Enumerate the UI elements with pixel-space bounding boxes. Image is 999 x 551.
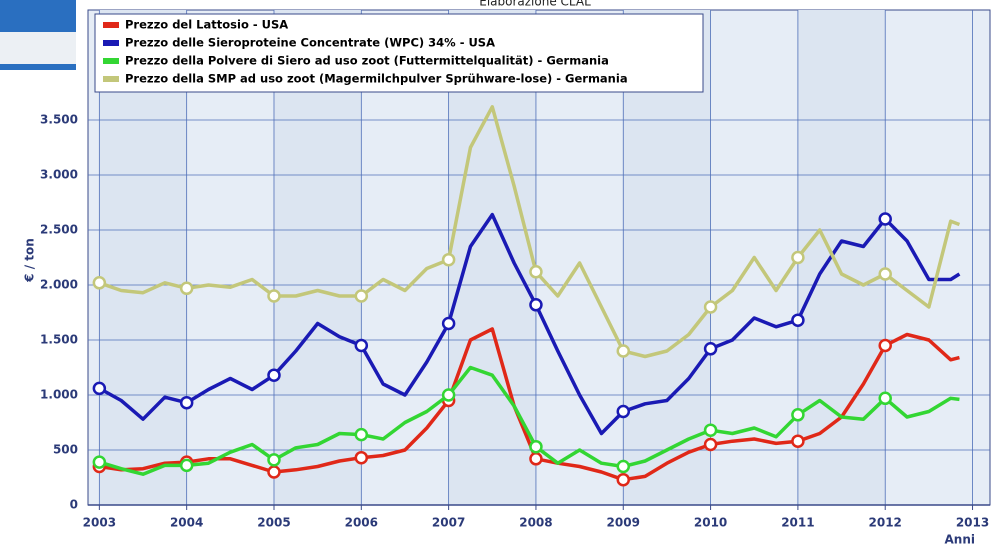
x-tick-label: 2005 xyxy=(257,516,290,530)
point xyxy=(179,281,194,296)
x-tick-label: 2010 xyxy=(694,516,727,530)
point xyxy=(354,338,369,353)
y-axis-label: € / ton xyxy=(23,238,37,283)
point xyxy=(529,265,543,279)
legend-box xyxy=(94,13,704,93)
x-tick-label: 2009 xyxy=(607,516,640,530)
point xyxy=(441,252,456,267)
x-tick-label: 2013 xyxy=(956,516,989,530)
year-band xyxy=(797,10,886,505)
legend-label: Prezzo del Lattosio - USA xyxy=(125,18,288,32)
chart-title: Elaborazione CLAL xyxy=(479,0,591,9)
point xyxy=(616,404,631,419)
point xyxy=(878,267,892,281)
point xyxy=(529,439,543,454)
point xyxy=(703,300,718,314)
y-tick-label: 1.500 xyxy=(40,333,78,347)
legend-swatch xyxy=(103,58,119,64)
point xyxy=(703,342,718,356)
corner-bar xyxy=(0,0,76,32)
point xyxy=(529,452,543,466)
point xyxy=(354,450,369,465)
legend-label: Prezzo della SMP ad uso zoot (Magermilch… xyxy=(125,72,628,86)
point xyxy=(703,423,718,437)
y-tick-label: 0 xyxy=(70,498,78,512)
y-tick-label: 1.000 xyxy=(40,388,78,402)
point xyxy=(878,212,892,226)
point xyxy=(791,408,805,422)
point xyxy=(878,391,892,406)
x-tick-label: 2011 xyxy=(781,516,814,530)
point xyxy=(878,338,892,353)
point xyxy=(179,395,194,410)
point xyxy=(616,344,631,358)
point xyxy=(791,434,805,448)
point xyxy=(529,298,543,312)
legend: Prezzo del Lattosio - USA Prezzo delle Si… xyxy=(94,13,704,93)
point xyxy=(267,465,281,479)
x-tick-label: 2008 xyxy=(519,516,552,530)
y-tick-label: 2.500 xyxy=(40,223,78,237)
y-tick-label: 2.000 xyxy=(40,278,78,292)
point xyxy=(267,289,281,303)
point xyxy=(791,250,805,265)
point xyxy=(441,388,456,402)
point xyxy=(179,458,194,473)
legend-swatch xyxy=(103,22,119,28)
x-tick-label: 2003 xyxy=(83,516,116,530)
point xyxy=(616,472,631,487)
point xyxy=(354,289,369,303)
x-tick-label: 2007 xyxy=(432,516,465,530)
point xyxy=(92,276,107,290)
legend-swatch xyxy=(103,76,119,82)
legend-swatch xyxy=(103,40,119,46)
x-tick-label: 2012 xyxy=(869,516,902,530)
y-tick-label: 500 xyxy=(53,443,78,457)
x-tick-label: 2006 xyxy=(345,516,378,530)
legend-label: Prezzo delle Sieroproteine Concentrate (… xyxy=(125,36,495,50)
point xyxy=(616,459,631,474)
point xyxy=(791,313,805,327)
point xyxy=(267,368,281,382)
x-axis-label: Anni xyxy=(945,533,976,547)
point xyxy=(354,427,369,442)
point xyxy=(267,453,281,467)
point xyxy=(92,455,107,469)
legend-label: Prezzo della Polvere di Siero ad uso zoo… xyxy=(125,54,609,68)
point xyxy=(441,316,456,331)
y-tick-label: 3.000 xyxy=(40,168,78,182)
point xyxy=(703,437,718,452)
corner-bar xyxy=(0,64,76,70)
x-tick-label: 2004 xyxy=(170,516,203,530)
y-tick-label: 3.500 xyxy=(40,113,78,127)
point xyxy=(92,381,107,396)
